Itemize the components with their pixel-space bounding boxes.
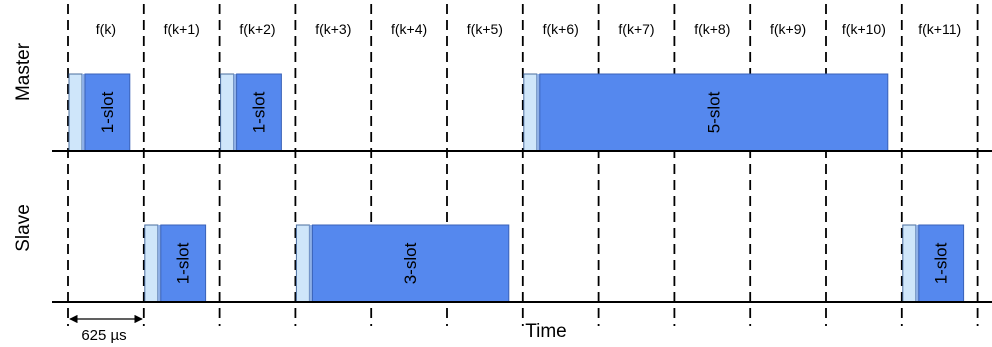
- slot-label: f(k+5): [467, 21, 503, 37]
- packet-header-edge: [915, 225, 919, 302]
- slot-label: f(k+11): [918, 21, 961, 37]
- packet-header: [523, 73, 538, 152]
- slot-label: f(k+10): [842, 21, 886, 37]
- packet: 5-slot: [523, 73, 889, 152]
- packet-header: [902, 224, 917, 303]
- packet-body: [539, 73, 889, 152]
- packet-body: [236, 73, 282, 152]
- slot-label: f(k+1): [164, 21, 200, 37]
- packet-header-edge: [309, 225, 313, 302]
- packet-label: 1-slot: [98, 91, 117, 133]
- packet-label: 1-slot: [932, 242, 951, 284]
- master-row-label: Master: [13, 42, 34, 101]
- slot-duration-label: 625 µs: [81, 327, 126, 344]
- packet-header: [68, 73, 83, 152]
- packet-body: [311, 224, 510, 303]
- time-axis-label: Time: [525, 321, 567, 342]
- slot-label: f(k+7): [618, 21, 654, 37]
- packet-header: [220, 73, 235, 152]
- packet-header-edge: [82, 74, 85, 151]
- packet-header-edge: [536, 74, 540, 151]
- packet-body: [84, 73, 131, 152]
- slot-labels: f(k) f(k+1) f(k+2) f(k+3) f(k+4) f(k+5) f(k+6)…: [96, 21, 961, 37]
- packets: 1-slot 1-slot 5-slot 1-slot 3-slot 1-slot: [68, 73, 965, 303]
- slot-label: f(k+4): [391, 21, 427, 37]
- slot-label: f(k): [96, 21, 116, 37]
- packet-header-edge: [233, 74, 237, 151]
- packet: 1-slot: [902, 224, 965, 303]
- slot-dividers: [67, 4, 979, 326]
- slot-label: f(k+9): [770, 21, 806, 37]
- packet: 3-slot: [295, 224, 510, 303]
- packet: 1-slot: [68, 73, 131, 152]
- slot-label: f(k+8): [694, 21, 730, 37]
- packet-label: 1-slot: [174, 242, 193, 284]
- packet-header: [144, 224, 159, 303]
- packet: 1-slot: [220, 73, 282, 152]
- slot-label: f(k+3): [315, 21, 351, 37]
- packet-header-edge: [157, 225, 161, 302]
- packet-body: [160, 224, 207, 303]
- packet-header: [295, 224, 310, 303]
- packet: 1-slot: [144, 224, 207, 303]
- packet-label: 5-slot: [704, 91, 723, 133]
- slot-label: f(k+2): [239, 21, 275, 37]
- slot-label: f(k+6): [543, 21, 579, 37]
- slave-row-label: Slave: [13, 204, 34, 252]
- packet-label: 3-slot: [401, 242, 420, 284]
- packet-label: 1-slot: [250, 91, 269, 133]
